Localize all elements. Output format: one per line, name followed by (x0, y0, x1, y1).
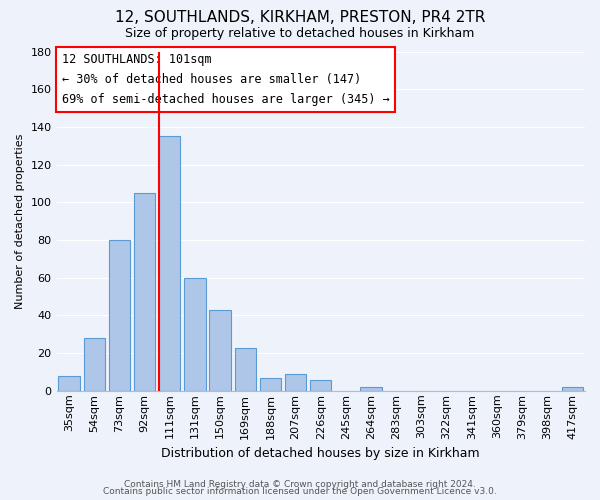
Bar (260, 378, 281, 391)
Text: Contains HM Land Registry data © Crown copyright and database right 2024.: Contains HM Land Registry data © Crown c… (124, 480, 476, 489)
Bar (159, 136, 181, 391)
Bar (361, 387, 382, 391)
Bar (235, 348, 256, 391)
Bar (83, 338, 105, 391)
Bar (184, 278, 206, 391)
Text: 12 SOUTHLANDS: 101sqm
← 30% of detached houses are smaller (147)
69% of semi-det: 12 SOUTHLANDS: 101sqm ← 30% of detached … (62, 53, 389, 106)
Bar (310, 380, 331, 391)
Text: 12, SOUTHLANDS, KIRKHAM, PRESTON, PR4 2TR: 12, SOUTHLANDS, KIRKHAM, PRESTON, PR4 2T… (115, 10, 485, 25)
Bar (562, 387, 583, 391)
Bar (109, 240, 130, 391)
Y-axis label: Number of detached properties: Number of detached properties (15, 134, 25, 309)
Bar (209, 310, 231, 391)
Bar (285, 374, 307, 391)
Text: Contains public sector information licensed under the Open Government Licence v3: Contains public sector information licen… (103, 488, 497, 496)
Text: Size of property relative to detached houses in Kirkham: Size of property relative to detached ho… (125, 28, 475, 40)
Bar (134, 193, 155, 391)
Bar (58, 376, 80, 391)
X-axis label: Distribution of detached houses by size in Kirkham: Distribution of detached houses by size … (161, 447, 480, 460)
